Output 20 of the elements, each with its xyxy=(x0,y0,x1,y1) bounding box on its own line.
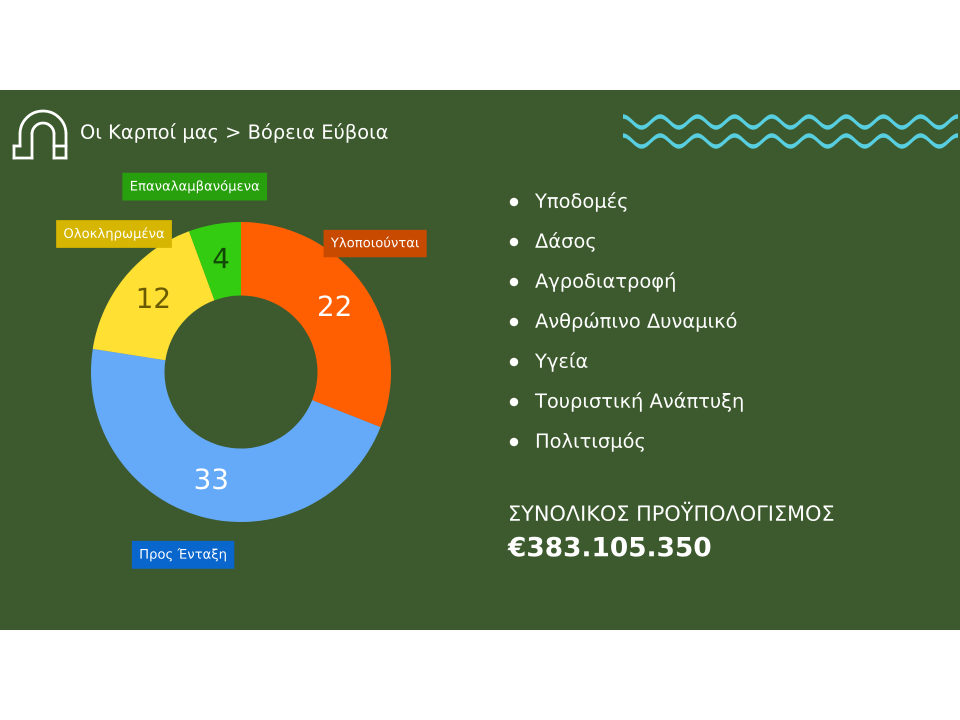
slice-label: Ολοκληρωμένα xyxy=(64,227,164,241)
text: Ανθρώπινο Δυναμικό xyxy=(535,312,736,332)
chart-title: Οι Καρποί μας > Βόρεια Εύβοια xyxy=(81,123,388,143)
data-label: 4 xyxy=(214,248,228,268)
text: Τουριστική Ανάπτυξη xyxy=(534,392,743,412)
text: €383.105.350 xyxy=(507,536,710,557)
text: Υγεία xyxy=(534,352,588,372)
data-label: 22 xyxy=(319,295,350,316)
text: Υποδομές xyxy=(534,192,627,212)
text: Δάσος xyxy=(535,232,595,252)
text: Αγροδιατροφή xyxy=(535,272,675,292)
data-label: 33 xyxy=(196,468,227,490)
slice-label: Επαναλαμβανόμενα xyxy=(130,180,260,194)
donut-slice xyxy=(189,222,241,300)
text: Πολιτισμός xyxy=(536,432,644,452)
donut-slice xyxy=(91,348,381,522)
text: ΣΥΝΟΛΙΚΟΣ ΠΡΟΫΠΟΛΟΓΙΣΜΟΣ xyxy=(510,502,834,522)
slice-label: Υλοποιούνται xyxy=(330,236,419,248)
data-label: 12 xyxy=(138,287,168,308)
slice-label: Προς Ένταξη xyxy=(140,548,226,562)
